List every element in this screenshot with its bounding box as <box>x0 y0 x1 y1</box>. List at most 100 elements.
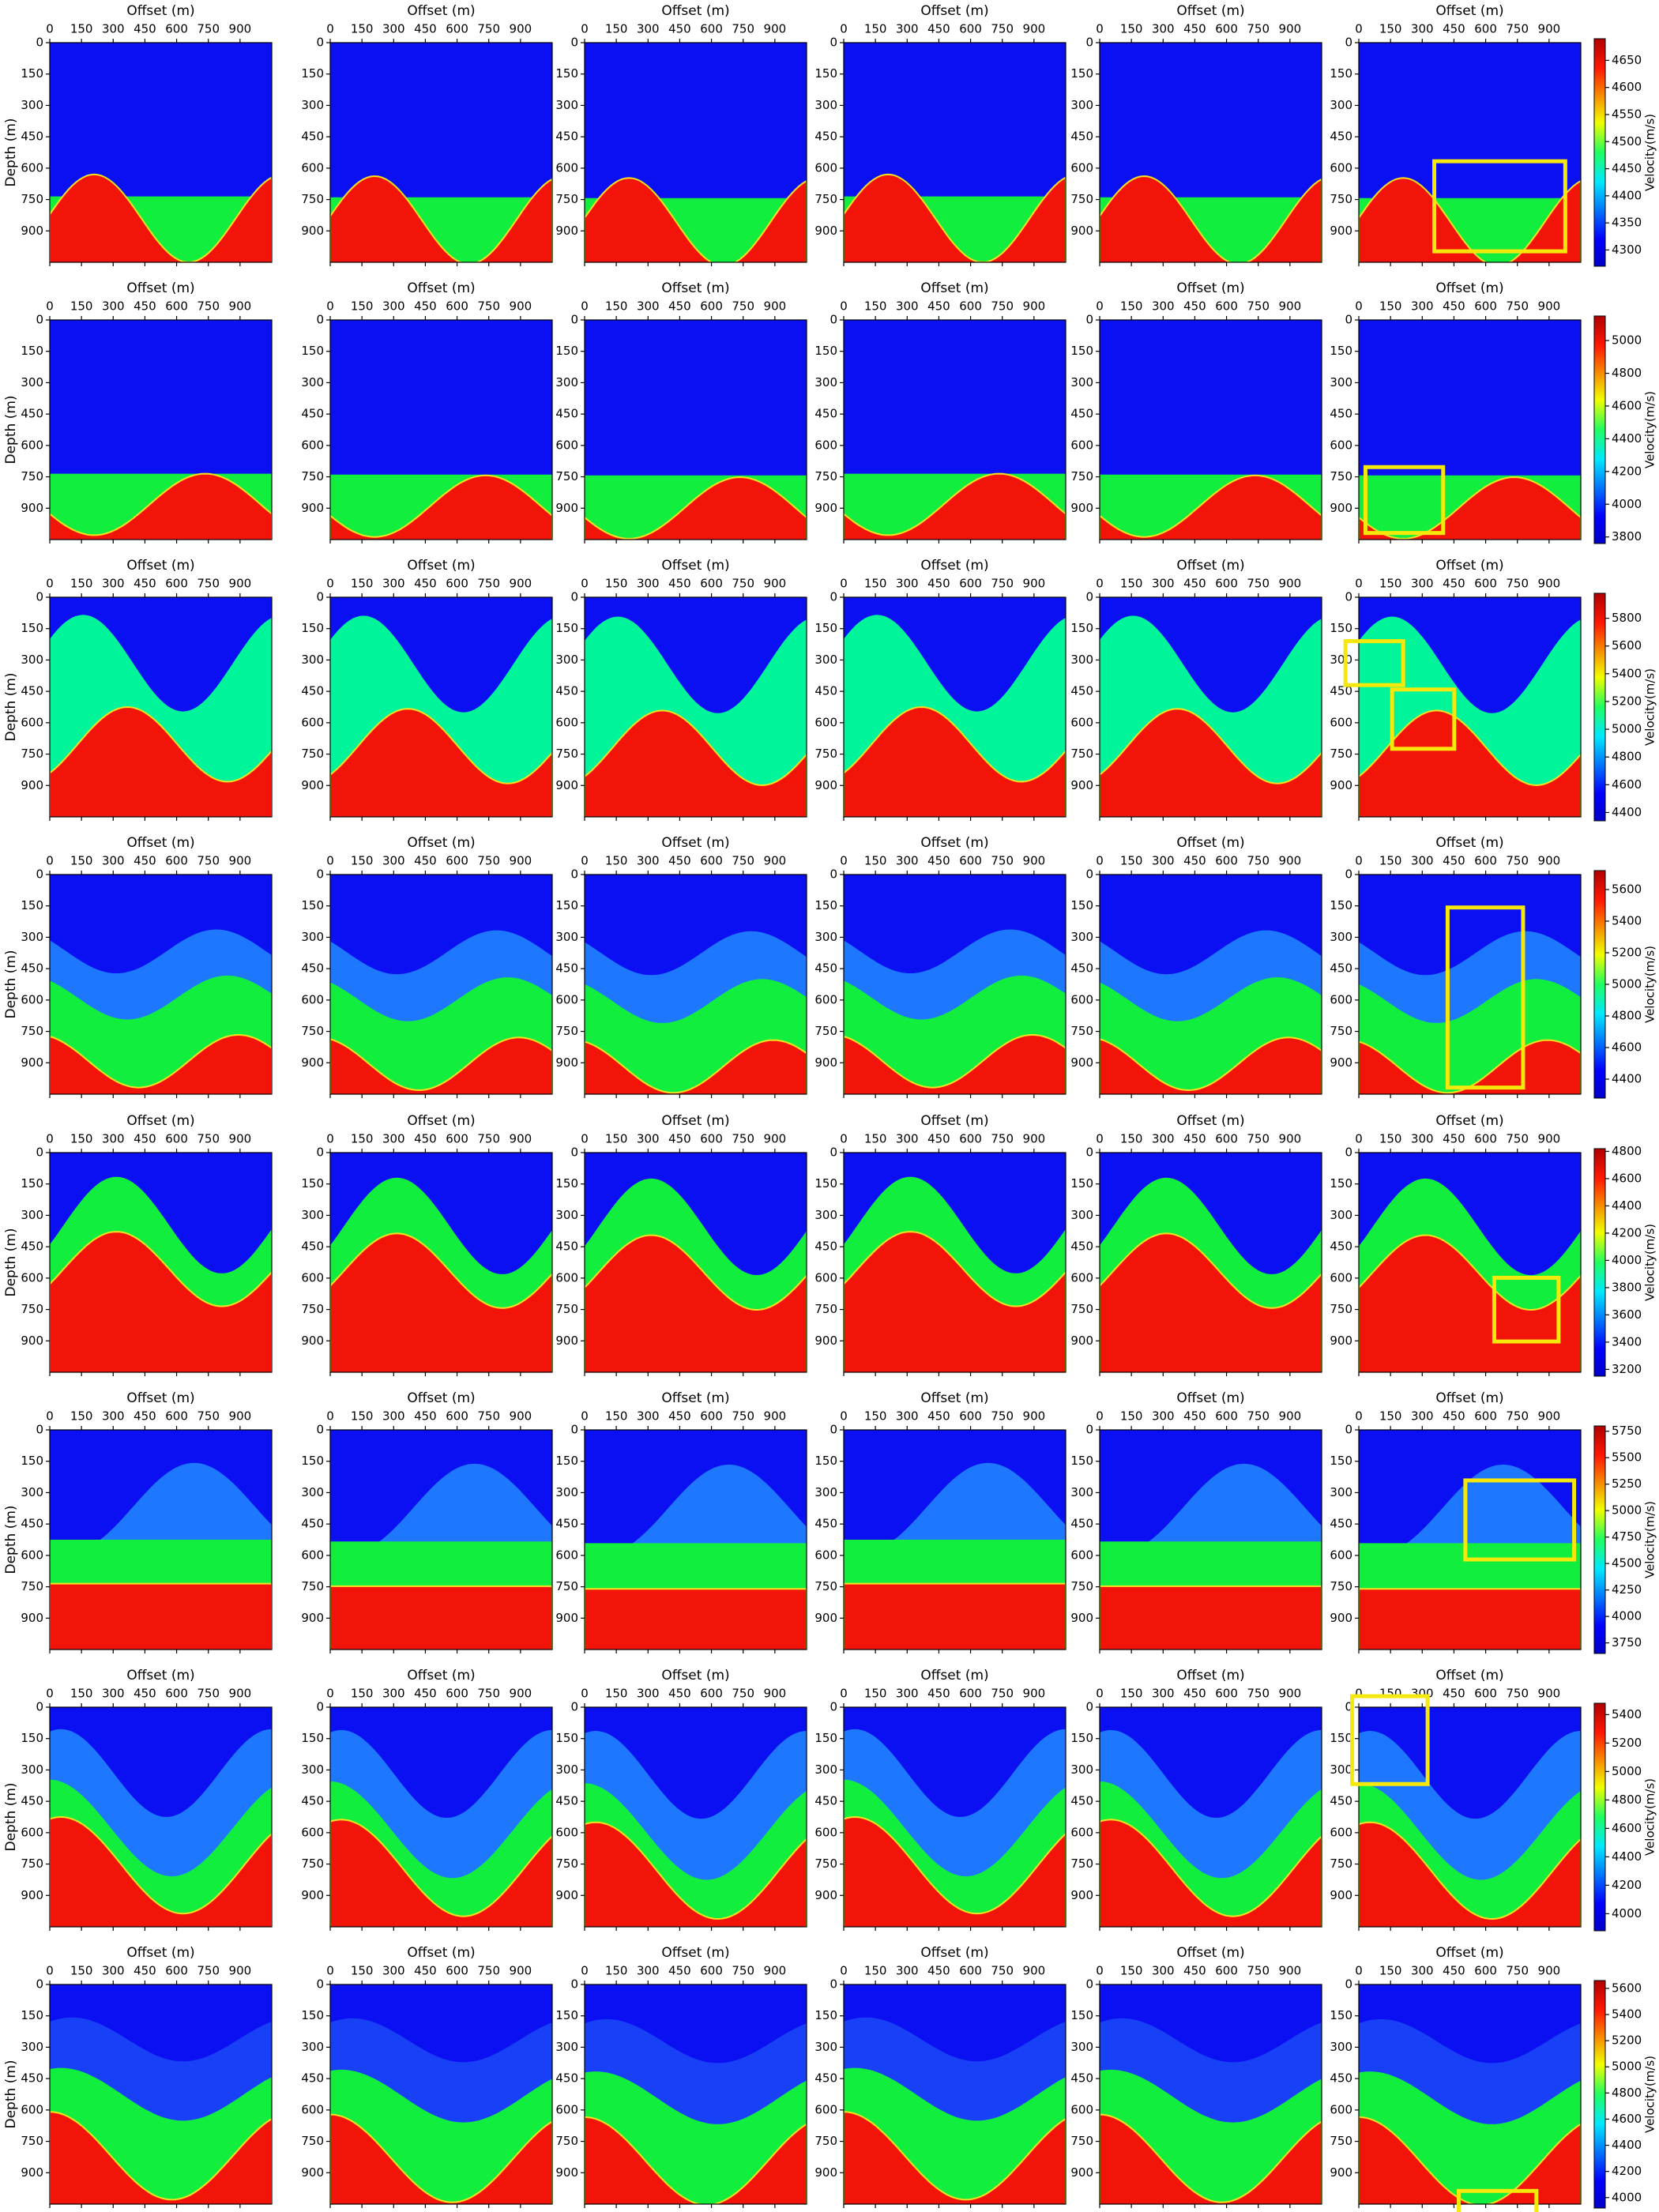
panel: Offset (m) 0 150 300 450 600 750 900 0 150 300 450 6… <box>555 3 807 266</box>
y-tick-label: 750 <box>1070 747 1093 761</box>
panel-title: Offset (m) <box>661 1668 729 1683</box>
x-tick-label: 450 <box>668 577 691 591</box>
x-tick-label: 150 <box>864 299 887 314</box>
panel-frame <box>584 596 807 818</box>
layer <box>1100 474 1322 540</box>
y-tick-label: 600 <box>555 2102 578 2116</box>
layer <box>1100 2113 1322 2204</box>
velocity-image <box>844 1707 1066 1927</box>
x-tick-label: 150 <box>1379 1132 1402 1146</box>
panel-frame <box>329 42 553 263</box>
colorbar-tick-label: 4550 <box>1612 107 1642 122</box>
y-tick-label: 300 <box>21 1485 43 1499</box>
x-tick-label: 450 <box>414 577 437 591</box>
y-tick-label: 150 <box>814 2008 837 2022</box>
colorbar-tick-label: 4400 <box>1612 1849 1642 1864</box>
x-tick-label: 300 <box>1411 1687 1434 1701</box>
x-tick-label: 0 <box>1096 1964 1104 1978</box>
y-tick-label: 900 <box>1330 501 1352 515</box>
y-tick-label: 600 <box>21 1548 43 1562</box>
panel-title: Offset (m) <box>920 1668 988 1683</box>
y-tick-label: 150 <box>1330 1454 1352 1468</box>
x-tick-label: 450 <box>927 22 950 36</box>
velocity-image <box>330 1430 552 1650</box>
x-tick-label: 0 <box>1096 577 1104 591</box>
panel-title: Offset (m) <box>407 1945 475 1961</box>
y-tick-label: 600 <box>1330 1825 1352 1839</box>
y-tick-label: 450 <box>21 1240 43 1254</box>
layer <box>50 472 272 540</box>
y-tick-label: 750 <box>555 1579 578 1593</box>
panel-frame <box>1358 1152 1582 1373</box>
y-tick-label: 900 <box>814 224 837 238</box>
y-tick-label: 0 <box>1085 1700 1093 1714</box>
x-tick-label: 900 <box>229 1409 252 1424</box>
x-tick-label: 150 <box>1379 577 1402 591</box>
x-tick-label: 300 <box>1152 1132 1175 1146</box>
panel-title: Offset (m) <box>920 280 988 296</box>
colorbar-tick-label: 5200 <box>1612 2033 1642 2048</box>
colorbar-label: Velocity(m/s) <box>1643 391 1657 468</box>
velocity-image <box>1100 875 1322 1094</box>
layer <box>1100 1819 1322 1927</box>
x-tick-label: 150 <box>605 299 628 314</box>
y-tick-label: 750 <box>21 1856 43 1871</box>
y-tick-label: 450 <box>814 1517 837 1531</box>
velocity-image <box>330 43 552 262</box>
x-tick-label: 600 <box>1474 1132 1497 1146</box>
x-tick-label: 600 <box>700 1132 723 1146</box>
layer <box>1359 1234 1581 1372</box>
x-tick-label: 150 <box>1120 1687 1143 1701</box>
y-tick-label: 600 <box>555 1548 578 1562</box>
panel-frame <box>1099 596 1322 818</box>
y-tick-label: 150 <box>1330 66 1352 81</box>
colorbar-tick-label: 4800 <box>1612 1144 1642 1158</box>
panel-title: Offset (m) <box>661 558 729 574</box>
y-tick-label: 300 <box>814 930 837 944</box>
panel-title: Offset (m) <box>920 1945 988 1961</box>
x-tick-label: 900 <box>229 854 252 868</box>
x-tick-label: 300 <box>896 22 919 36</box>
x-tick-label: 750 <box>1506 22 1529 36</box>
x-tick-label: 900 <box>1538 22 1561 36</box>
x-tick-label: 150 <box>1120 22 1143 36</box>
y-tick-label: 450 <box>21 2071 43 2086</box>
layer <box>585 1234 807 1372</box>
y-tick-label: 450 <box>555 130 578 144</box>
colorbar-tick-label: 5000 <box>1612 333 1642 348</box>
y-tick-label: 450 <box>555 2071 578 2086</box>
x-tick-label: 450 <box>414 1132 437 1146</box>
panel: Offset (m) 0 150 300 450 600 750 900 0 150 300 450 6… <box>555 1945 807 2208</box>
velocity-image <box>330 320 552 540</box>
y-tick-label: 900 <box>555 1888 578 1902</box>
panel-frame <box>1358 42 1582 263</box>
x-tick-label: 600 <box>446 299 468 314</box>
x-tick-label: 300 <box>102 1687 125 1701</box>
colorbar: 4400 4600 4800 5000 5200 5400 5600 Velocity(m/s… <box>1593 870 1657 1099</box>
y-tick-label: 0 <box>36 1977 43 1992</box>
y-tick-label: 0 <box>830 36 837 50</box>
y-tick-label: 600 <box>1330 1548 1352 1562</box>
x-tick-label: 600 <box>165 299 188 314</box>
y-tick-label: 900 <box>1330 1888 1352 1902</box>
panel: Offset (m) 0 150 300 450 600 750 900 0 150 300 450 6… <box>3 1113 273 1376</box>
x-tick-label: 900 <box>764 1132 787 1146</box>
y-tick-label: 750 <box>814 2134 837 2148</box>
y-tick-label: 600 <box>1330 438 1352 452</box>
y-tick-label: 900 <box>301 1055 324 1070</box>
x-tick-label: 750 <box>477 1964 500 1978</box>
layer <box>844 1815 1066 1927</box>
y-tick-label: 900 <box>21 1334 43 1348</box>
y-tick-label: 450 <box>814 1794 837 1808</box>
y-tick-label: 750 <box>1330 747 1352 761</box>
velocity-image <box>1100 1153 1322 1372</box>
x-tick-label: 900 <box>510 1964 532 1978</box>
colorbar-tick-label: 3600 <box>1612 1307 1642 1322</box>
y-tick-label: 750 <box>1330 192 1352 206</box>
y-tick-label: 750 <box>21 747 43 761</box>
y-tick-label: 0 <box>316 1700 324 1714</box>
y-tick-label: 300 <box>555 1208 578 1222</box>
y-tick-label: 0 <box>316 313 324 327</box>
colorbar-tick-label: 4800 <box>1612 2086 1642 2100</box>
x-tick-label: 0 <box>46 577 54 591</box>
